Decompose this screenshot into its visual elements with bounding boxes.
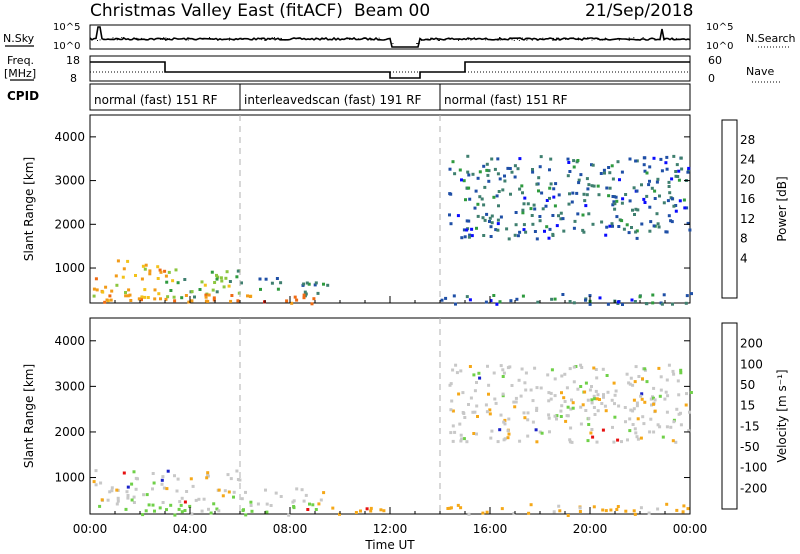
y-tick-label: 3000 [54,379,85,393]
nave-tick-top: 60 [708,54,722,67]
colorbar-tick-label: 20 [740,172,755,186]
figure-title: Christmas Valley East (fitACF) [90,1,343,21]
nsearch-tick-top: 10^5 [706,22,733,33]
echo-region [92,469,242,506]
echo-region [240,277,330,298]
freq-tick-bottom: 8 [70,72,77,85]
y-tick-label: 2000 [54,425,85,439]
echo-region [448,363,693,444]
colorbar-tick-label: -200 [740,481,767,495]
x-tick-label: 08:00 [273,522,308,536]
nsearch-trace [97,37,680,44]
nsky-label: N.Sky [3,32,35,45]
freq-label-2: [MHz] [4,67,36,80]
cpid-label: CPID [7,89,39,103]
echo-region [448,154,692,241]
colorbar-tick-label: 50 [740,378,755,392]
echo-region [98,503,318,517]
colorbar-tick-label: -100 [740,461,767,475]
echo-region [446,502,690,517]
freq-trace [90,61,690,79]
nave-label: Nave [746,65,774,78]
x-tick-label: 16:00 [473,522,508,536]
time-axis: 00:00 04:00 08:00 12:00 16:00 20:00 00:00 Time … [73,522,708,552]
y-axis-label: Slant Range [km] [22,364,36,468]
x-axis-label: Time UT [364,538,415,552]
nsearch-label: N.Search [746,32,796,45]
colorbar-tick-label: 100 [740,357,763,371]
x-tick-label: 00:00 [73,522,108,536]
x-tick-label: 12:00 [373,522,408,536]
colorbar-tick-label: 28 [740,133,755,147]
y-tick-label: 4000 [54,334,85,348]
colorbar-tick-label: 8 [740,232,748,246]
colorbar-tick-label: 24 [740,153,755,167]
y-tick-label: 1000 [54,471,85,485]
colorbar-tick-label: -15 [740,419,760,433]
echo-region [103,293,316,306]
x-tick-label: 20:00 [573,522,608,536]
colorbar-tick-label: 4 [740,251,748,265]
velocity-panel: 1000 2000 3000 4000 Slant Range [km] [22,317,693,517]
nsky-tick-bottom: 10^0 [53,41,80,52]
echo-region [331,506,386,516]
y-tick-label: 4000 [54,130,85,144]
freq-panel: Freq. [MHz] 18 8 Nave 60 0 [4,54,780,85]
nsky-trace [89,26,691,48]
nsky-panel: N.Sky 10^5 10^0 N.Search 10^5 10^0 [3,22,796,52]
power-panel: 1000 2000 3000 4000 Slant Range [km] [22,114,693,306]
colorbar-tick-label: -50 [740,440,760,454]
freq-label-1: Freq. [7,54,34,67]
colorbar-label: Velocity [m s⁻¹] [775,369,789,462]
y-axis-label: Slant Range [km] [22,157,36,261]
nsky-tick-top: 10^5 [53,22,80,33]
x-tick-label: 00:00 [673,522,708,536]
colorbar-tick-label: 16 [740,192,755,206]
y-tick-label: 3000 [54,174,85,188]
colorbar-tick-label: 12 [740,212,755,226]
nave-tick-bottom: 0 [708,72,715,85]
date-label: 21/Sep/2018 [585,1,693,21]
y-tick-label: 2000 [54,217,85,231]
velocity-colorbar: 200 100 50 15 -15 -50 -100 -200 Velocity [m s⁻¹] [721,322,789,510]
power-colorbar: 28 24 20 16 12 8 4 Power [dB] [721,119,789,299]
beam-label: Beam 00 [354,1,430,21]
x-tick-label: 04:00 [173,522,208,536]
cpid-row: normal (fast) 151 RF interleavedscan (fas… [89,83,691,111]
echo-region [165,268,241,300]
cpid-segment-label: interleavedscan (fast) 191 RF [244,93,422,107]
freq-tick-top: 18 [66,54,80,67]
nsearch-tick-bottom: 10^0 [706,41,733,52]
colorbar-label: Power [dB] [775,176,789,241]
colorbar-tick-label: 15 [740,399,755,413]
cpid-segment-label: normal (fast) 151 RF [94,93,218,107]
cpid-segment-label: normal (fast) 151 RF [444,93,568,107]
echo-region [240,487,326,506]
colorbar-tick-label: 200 [740,337,763,351]
y-tick-label: 1000 [54,261,85,275]
